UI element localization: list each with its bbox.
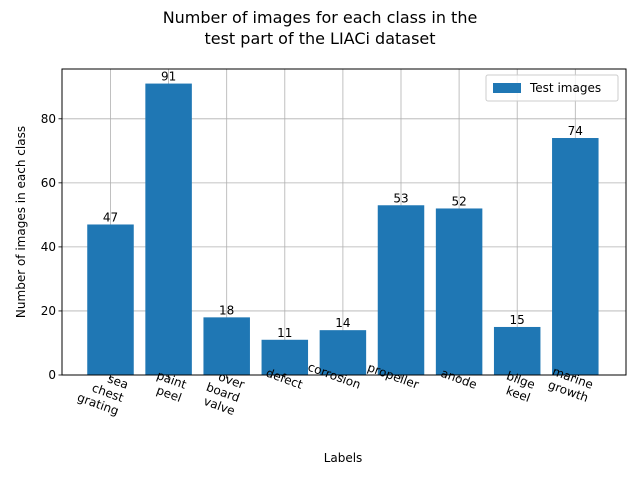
legend-label: Test images [529, 81, 601, 95]
y-tick-label: 0 [48, 368, 56, 382]
bar [552, 138, 599, 375]
bar [493, 326, 541, 375]
legend-swatch [493, 83, 521, 93]
bar-value-label: 15 [510, 313, 525, 327]
bar [377, 205, 425, 375]
x-tick-label-line: sea [106, 371, 131, 391]
x-axis-label: Labels [324, 451, 363, 465]
y-tick-label: 40 [41, 240, 56, 254]
y-tick-label: 60 [41, 176, 56, 190]
bar-value-label: 53 [393, 191, 408, 205]
bar-value-label: 18 [219, 303, 234, 317]
y-tick-label: 80 [41, 112, 56, 126]
bar [203, 317, 250, 375]
bar-value-label: 91 [161, 70, 176, 84]
bar [435, 208, 483, 375]
bar-value-label: 11 [277, 326, 292, 340]
bar [319, 330, 367, 375]
bar-value-label: 52 [451, 194, 466, 208]
bar [261, 339, 309, 375]
y-tick-label: 20 [41, 304, 56, 318]
plot-frame [61, 68, 627, 376]
bar-value-label: 14 [335, 316, 350, 330]
bar-value-label: 74 [568, 124, 583, 138]
legend-box [485, 74, 619, 102]
bar-value-label: 47 [103, 210, 118, 224]
chart-title-line-2: test part of the LIACi dataset [204, 29, 435, 48]
bar [145, 83, 192, 376]
legend: Test images [485, 74, 619, 102]
y-axis-label: Number of images in each class [14, 126, 28, 318]
chart-title-line-1: Number of images for each class in the [163, 8, 478, 27]
bars-layer [87, 83, 599, 376]
bar [87, 224, 134, 375]
data-labels-layer: 47 91 18 11 14 53 52 15 74 [103, 70, 583, 340]
